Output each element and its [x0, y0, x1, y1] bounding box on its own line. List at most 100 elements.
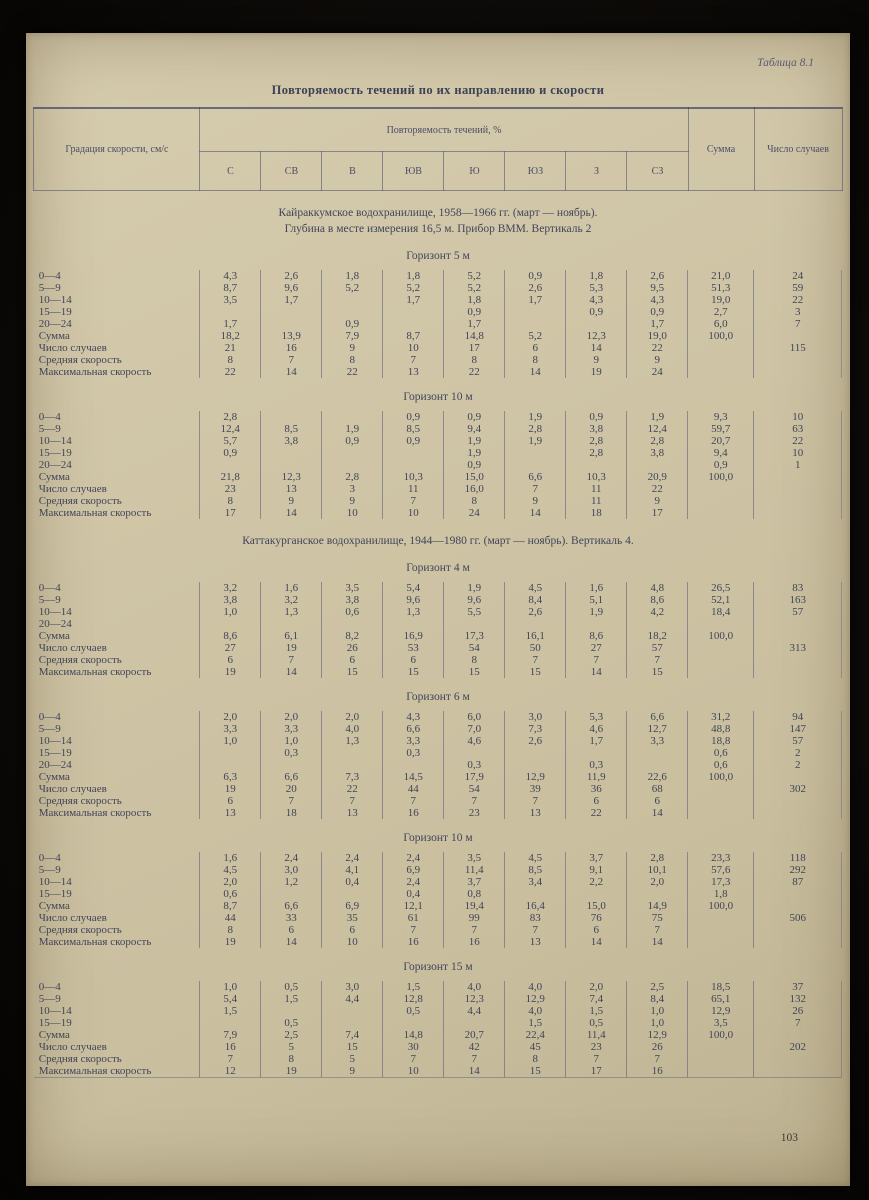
- cell-value: 99: [443, 912, 505, 924]
- cell-value: 6,1: [260, 630, 322, 642]
- cell-value: 19: [260, 1065, 322, 1078]
- table-row: 0—4 2,8 0,9 0,9 1,9 0,9 1,9 9,3 10: [34, 411, 843, 423]
- cell-value: 8,6: [199, 630, 261, 642]
- cell-value: 3,7: [443, 876, 505, 888]
- cell-value: 18,8: [687, 735, 754, 747]
- cell-value: [626, 459, 688, 471]
- cell-value: 76: [565, 912, 627, 924]
- cell-value: 31,2: [687, 711, 754, 723]
- row-label: Число случаев: [38, 783, 107, 795]
- cell-value: 1,6: [260, 582, 322, 594]
- cell-value: [443, 1017, 505, 1029]
- cell-value: 15: [504, 1065, 566, 1078]
- table-row: 15—19 0,6 0,4 0,8 1,8: [34, 888, 843, 900]
- cell-value: 6: [504, 342, 566, 354]
- cell-value: 1,6: [199, 852, 261, 864]
- row-label: Сумма: [38, 471, 70, 483]
- cell-value: 0,9: [565, 411, 627, 423]
- cell-value: 8: [443, 354, 505, 366]
- cell-value: 1,7: [260, 294, 322, 306]
- cell-value: 506: [753, 912, 843, 924]
- cell-value: 8,5: [382, 423, 444, 435]
- cell-value: 10,3: [565, 471, 627, 483]
- cell-value: 16,4: [504, 900, 566, 912]
- cell-value: 7: [382, 354, 444, 366]
- cell-value: 0,9: [443, 306, 505, 318]
- cell-value: 7: [626, 654, 688, 666]
- row-label: 15—19: [38, 447, 72, 459]
- cell-value: 83: [753, 582, 843, 594]
- direction-header-Ю: Ю: [443, 151, 506, 191]
- cell-value: 1,9: [626, 411, 688, 423]
- row-label: 0—4: [38, 411, 61, 423]
- cell-value: 0,3: [260, 747, 322, 759]
- table-body-sections: Кайраккумское водохранилище, 1958—1966 г…: [26, 205, 850, 1078]
- cell-value: 1,7: [443, 318, 505, 330]
- cell-value: 19,0: [687, 294, 754, 306]
- cell-value: 16: [443, 936, 505, 948]
- table-row: 20—24 0,3 0,3 0,6 2: [34, 759, 843, 771]
- cell-value: [687, 912, 754, 924]
- cell-value: 12,3: [443, 993, 505, 1005]
- cell-value: 7,3: [321, 771, 383, 783]
- cell-value: 2,8: [504, 423, 566, 435]
- cell-value: [753, 495, 843, 507]
- cell-value: 9,4: [687, 447, 754, 459]
- cell-value: 21,0: [687, 270, 754, 282]
- cell-value: 24: [626, 366, 688, 378]
- direction-header-З: З: [565, 151, 628, 191]
- cell-value: 2,6: [504, 735, 566, 747]
- cell-value: 27: [565, 642, 627, 654]
- cell-value: 6: [321, 924, 383, 936]
- cell-value: [260, 618, 322, 630]
- cell-value: 19: [260, 642, 322, 654]
- table-row: 0—4 1,0 0,5 3,0 1,5 4,0 4,0 2,0 2,5 18,5 37: [34, 981, 843, 993]
- row-label: Максимальная скорость: [38, 807, 152, 819]
- table-row: 15—19 0,9 1,9 2,8 3,8 9,4 10: [34, 447, 843, 459]
- cell-value: 8,6: [626, 594, 688, 606]
- cell-value: 2,0: [199, 711, 261, 723]
- cell-value: 18,5: [687, 981, 754, 993]
- cell-value: 5,4: [382, 582, 444, 594]
- cell-value: 16,1: [504, 630, 566, 642]
- horizon-title: Горизонт 6 м: [406, 691, 470, 703]
- cell-value: 8,5: [260, 423, 322, 435]
- cell-value: [687, 354, 754, 366]
- cell-value: 11: [382, 483, 444, 495]
- cell-value: 57: [626, 642, 688, 654]
- cell-value: 4,5: [504, 582, 566, 594]
- cell-value: 37: [753, 981, 843, 993]
- row-label: 5—9: [38, 864, 61, 876]
- cell-value: 11,9: [565, 771, 627, 783]
- cell-value: 10,3: [382, 471, 444, 483]
- cell-value: 15: [321, 1041, 383, 1053]
- cell-value: 10: [382, 507, 444, 519]
- row-label: 10—14: [38, 606, 72, 618]
- cell-value: 14,8: [382, 1029, 444, 1041]
- cell-value: 1,8: [443, 294, 505, 306]
- cell-value: [687, 1065, 754, 1078]
- cell-value: [260, 411, 322, 423]
- cell-value: 8: [443, 495, 505, 507]
- cell-value: 1,5: [382, 981, 444, 993]
- cell-value: 2,8: [321, 471, 383, 483]
- cell-value: [199, 618, 261, 630]
- table-row: Средняя скорость 8 7 8 7 8 8 9 9: [34, 354, 843, 366]
- cell-value: [687, 618, 754, 630]
- page-number: 103: [780, 1132, 798, 1144]
- cell-value: 1,9: [443, 447, 505, 459]
- cell-value: 23: [565, 1041, 627, 1053]
- table-row: Максимальная скорость 22 14 22 13 22 14 19 24: [34, 366, 843, 378]
- row-label: 20—24: [38, 459, 72, 471]
- cell-value: 63: [753, 423, 843, 435]
- cell-value: 51,3: [687, 282, 754, 294]
- cell-value: [753, 900, 843, 912]
- table-row: Сумма 8,6 6,1 8,2 16,9 17,3 16,1 8,6 18,2 100,0: [34, 630, 843, 642]
- row-label: 10—14: [38, 735, 72, 747]
- table-row: Максимальная скорость 12 19 9 10 14 15 17 16: [34, 1065, 843, 1078]
- cell-value: 1,8: [382, 270, 444, 282]
- row-label: 0—4: [38, 852, 61, 864]
- direction-header-row: С СВ В ЮВ Ю ЮЗ З СЗ: [34, 151, 842, 191]
- row-label: Средняя скорость: [38, 354, 122, 366]
- cell-value: 3,0: [321, 981, 383, 993]
